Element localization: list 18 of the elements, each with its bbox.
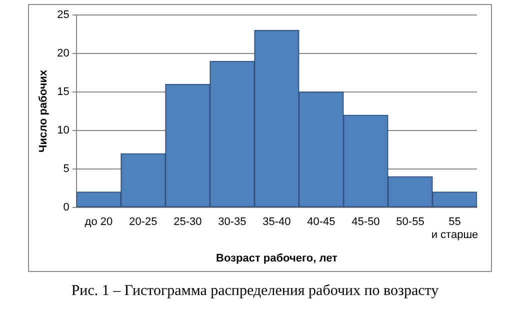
x-tick-label: 20-25: [129, 216, 158, 228]
x-tick-label: 25-30: [174, 216, 202, 228]
x-tick-label: до 20: [84, 216, 113, 228]
x-tick-label: 35-40: [262, 216, 291, 228]
y-axis-title: Число рабочих: [38, 69, 50, 152]
x-tick-label: 55 и старше: [431, 216, 478, 242]
x-tick-label: 50-55: [396, 216, 424, 228]
x-tick-label: 40-45: [307, 216, 336, 228]
x-tick-label: 30-35: [218, 216, 246, 228]
text: Рис. 1 – Гистограмма распределения рабочих по возрасту: [70, 283, 440, 300]
x-tick-label: 45-50: [352, 216, 380, 228]
x-axis-title: Возраст рабочего, лет: [216, 252, 338, 264]
y-tick-label: 20: [57, 48, 70, 60]
y-tick-label: 5: [63, 162, 70, 175]
y-tick-label: 25: [57, 9, 70, 22]
y-tick-label: 10: [57, 124, 70, 136]
y-tick-label: 0: [63, 201, 70, 214]
y-tick-label: 15: [57, 86, 70, 98]
